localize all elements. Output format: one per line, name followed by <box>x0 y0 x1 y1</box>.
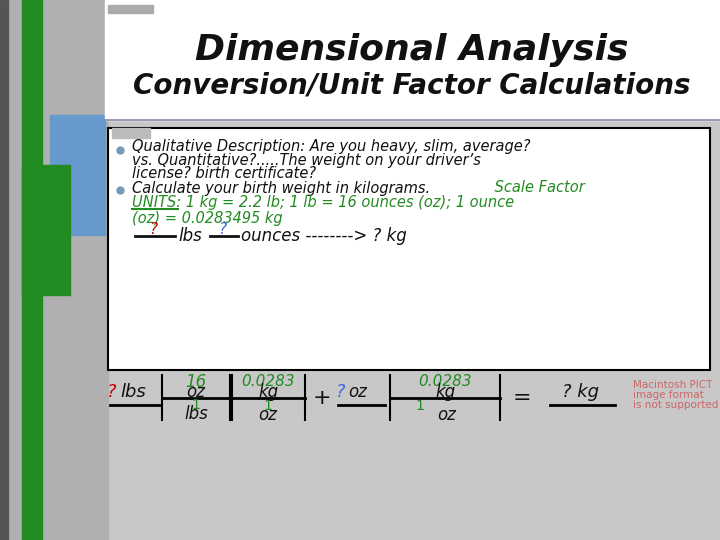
Text: ?: ? <box>149 221 157 237</box>
Text: Scale Factor: Scale Factor <box>490 180 585 195</box>
Bar <box>112 128 150 138</box>
Text: (oz) = 0.0283495 kg: (oz) = 0.0283495 kg <box>132 211 283 226</box>
Text: Conversion/Unit Factor Calculations: Conversion/Unit Factor Calculations <box>133 71 690 99</box>
Text: +: + <box>312 388 331 408</box>
FancyBboxPatch shape <box>108 128 710 370</box>
Bar <box>8 0 108 540</box>
Text: 1: 1 <box>264 399 272 413</box>
Text: Dimensional Analysis: Dimensional Analysis <box>195 33 629 67</box>
Text: is not supported: is not supported <box>633 400 719 410</box>
Text: 0.0283: 0.0283 <box>241 375 294 389</box>
Text: oz: oz <box>348 383 367 401</box>
Text: lbs: lbs <box>120 383 145 401</box>
Bar <box>0 0 8 540</box>
Text: ?: ? <box>107 383 116 401</box>
Text: ? kg: ? kg <box>562 383 598 401</box>
Text: 1: 1 <box>415 399 424 413</box>
Text: UNITS: 1 kg = 2.2 lb; 1 lb = 16 ounces (oz); 1 ounce: UNITS: 1 kg = 2.2 lb; 1 lb = 16 ounces (… <box>132 195 514 211</box>
Text: oz: oz <box>258 406 277 424</box>
Bar <box>22 0 42 540</box>
Text: oz: oz <box>437 406 456 424</box>
Text: Calculate your birth weight in kilograms.: Calculate your birth weight in kilograms… <box>132 180 430 195</box>
Text: 1: 1 <box>192 398 200 412</box>
Text: vs. Quantitative?.....The weight on your driver’s: vs. Quantitative?.....The weight on your… <box>132 152 481 167</box>
Text: Qualitative Description: Are you heavy, slim, average?: Qualitative Description: Are you heavy, … <box>132 139 531 154</box>
Text: Macintosh PICT: Macintosh PICT <box>633 380 712 390</box>
Bar <box>105 0 720 120</box>
Text: kg: kg <box>258 383 278 401</box>
Text: 0.0283: 0.0283 <box>418 375 472 389</box>
Bar <box>108 5 153 13</box>
Text: kg: kg <box>435 383 455 401</box>
Text: license? birth certificate?: license? birth certificate? <box>132 165 316 180</box>
Text: lbs: lbs <box>184 405 208 423</box>
Text: 16: 16 <box>185 373 207 391</box>
Bar <box>50 115 105 235</box>
Text: oz: oz <box>186 383 205 401</box>
Text: ?: ? <box>218 221 226 237</box>
Text: lbs: lbs <box>178 227 202 245</box>
Text: ounces --------> ? kg: ounces --------> ? kg <box>241 227 407 245</box>
Text: =: = <box>513 388 531 408</box>
Text: ?: ? <box>336 383 345 401</box>
Text: image format: image format <box>633 390 703 400</box>
Bar <box>22 165 70 295</box>
